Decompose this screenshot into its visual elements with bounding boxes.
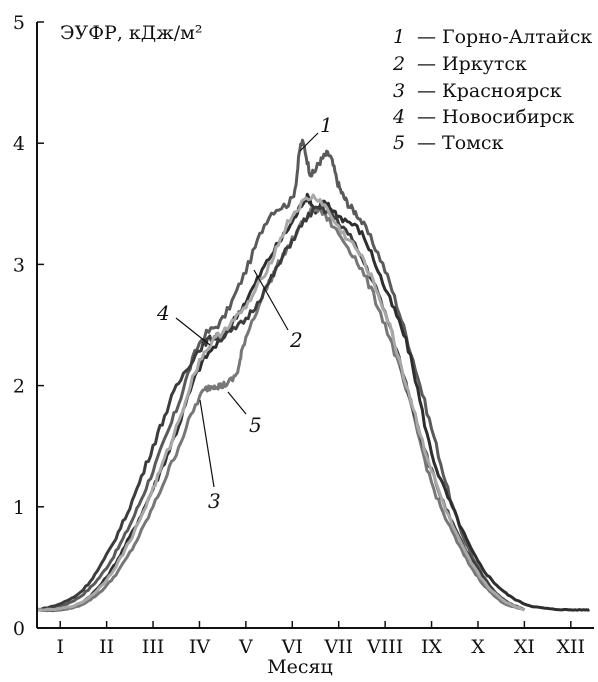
annotations: 1 2 3 4 5 xyxy=(156,113,333,513)
annotation-2-label: 2 xyxy=(289,328,303,352)
x-tick-label: IX xyxy=(421,636,443,658)
legend-entry-1: 1 — Горно-Алтайск xyxy=(393,26,592,48)
x-tick-label: XII xyxy=(557,636,586,658)
annotation-3-label: 3 xyxy=(208,489,221,513)
annotation-1-leader xyxy=(299,132,319,152)
x-tick-label: XI xyxy=(514,636,535,658)
legend-entry-2: 2 — Иркутск xyxy=(392,53,527,75)
y-axis-title: ЭУФР, кДж/м² xyxy=(60,22,203,44)
y-tick-label: 5 xyxy=(13,12,25,34)
x-tick-label: X xyxy=(471,636,485,658)
axes-layer xyxy=(36,22,594,629)
legend-entry-4: 4 — Новосибирск xyxy=(392,106,574,128)
annotation-5-leader xyxy=(227,391,247,415)
series-line-3 xyxy=(36,206,526,612)
legend-entry-3-num: 3 xyxy=(393,80,405,102)
annotation-4-leader xyxy=(175,317,211,346)
legend-entry-4-num: 4 xyxy=(392,106,405,128)
x-tick-label: I xyxy=(56,636,64,658)
x-tick-label: III xyxy=(142,636,165,658)
legend-entry-5-num: 5 xyxy=(393,132,405,154)
y-tick-label: 3 xyxy=(13,254,25,276)
x-tick-label: II xyxy=(99,636,114,658)
y-tick-label: 4 xyxy=(13,133,25,155)
x-tick-label: VI xyxy=(281,636,303,658)
legend-entry-3-label: — Красноярск xyxy=(417,80,562,102)
legend-entry-1-num: 1 xyxy=(393,26,405,48)
legend-entry-4-label: — Новосибирск xyxy=(417,106,574,128)
legend-entry-5: 5 — Томск xyxy=(393,132,504,154)
series-line-1 xyxy=(36,138,526,612)
x-tick-label: IV xyxy=(189,636,211,658)
legend-entry-5-label: — Томск xyxy=(417,132,504,154)
annotation-5-label: 5 xyxy=(249,413,262,437)
y-tick-label: 0 xyxy=(13,618,25,640)
legend-entry-2-num: 2 xyxy=(392,53,405,75)
legend: 1 — Горно-Алтайск 2 — Иркутск 3 — Красно… xyxy=(392,26,592,154)
annotation-4-label: 4 xyxy=(156,301,170,325)
annotation-2-leader xyxy=(253,269,289,331)
x-axis-title: Месяц xyxy=(267,656,333,678)
x-tick-label: VIII xyxy=(366,636,403,658)
legend-entry-1-label: — Горно-Алтайск xyxy=(417,26,592,48)
y-tick-label: 2 xyxy=(13,376,25,398)
legend-entry-3: 3 — Красноярск xyxy=(393,80,562,102)
series-line-4 xyxy=(36,204,525,612)
annotation-3-leader xyxy=(199,399,215,488)
y-tick-label: 1 xyxy=(13,497,25,519)
series-layer xyxy=(36,138,590,613)
series-line-5 xyxy=(36,193,526,612)
x-tick-label: VII xyxy=(323,636,353,658)
legend-entry-2-label: — Иркутск xyxy=(417,53,527,75)
annotation-1-label: 1 xyxy=(320,113,333,137)
x-tick-label: V xyxy=(238,636,253,658)
